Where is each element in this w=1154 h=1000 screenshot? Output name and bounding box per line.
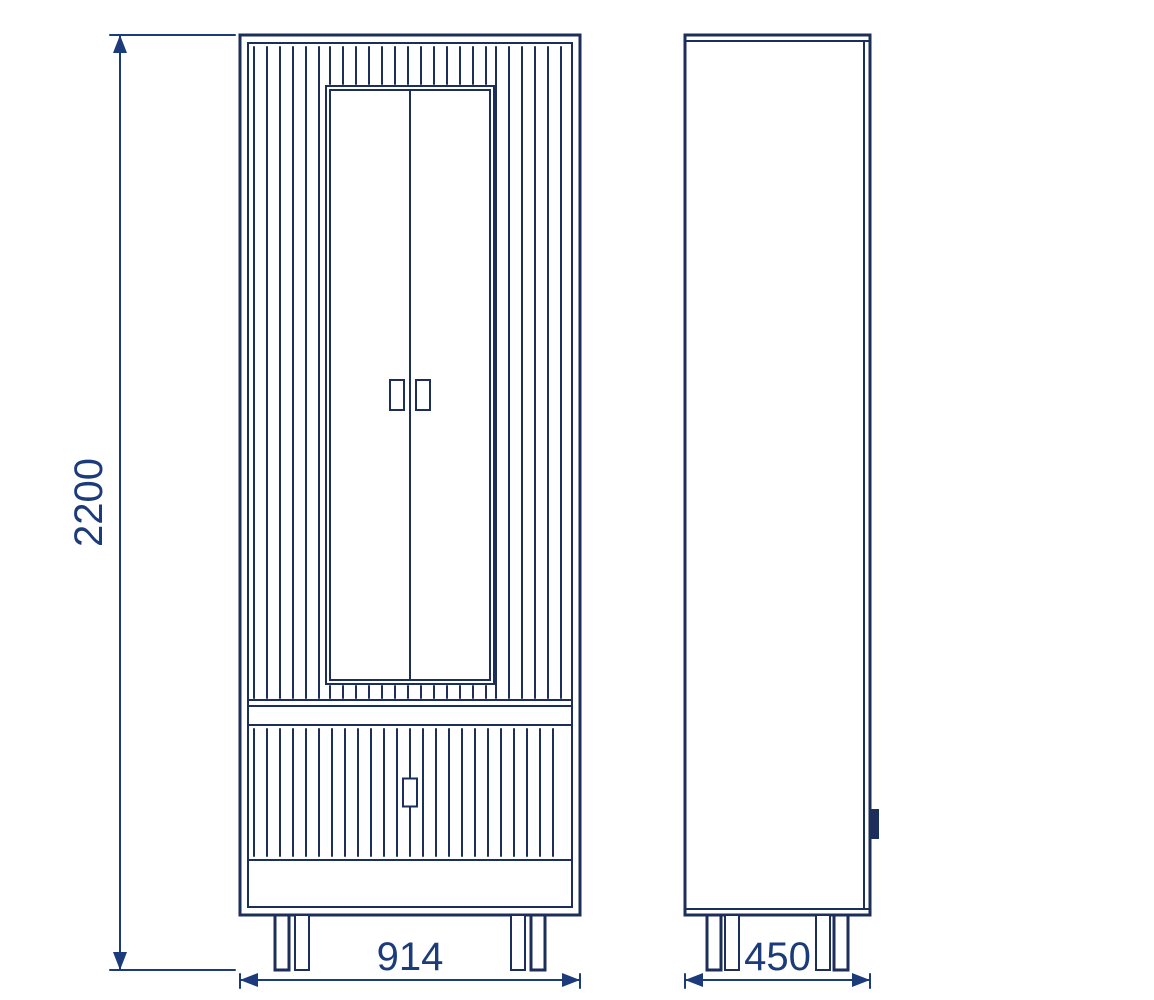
dim-height: 2200 <box>67 458 111 547</box>
technical-drawing: 2200 914 450 <box>0 0 1154 1000</box>
side-view <box>685 35 878 970</box>
front-view <box>240 35 580 970</box>
dim-width-front: 914 <box>377 935 444 979</box>
dim-width-side: 450 <box>744 935 811 979</box>
